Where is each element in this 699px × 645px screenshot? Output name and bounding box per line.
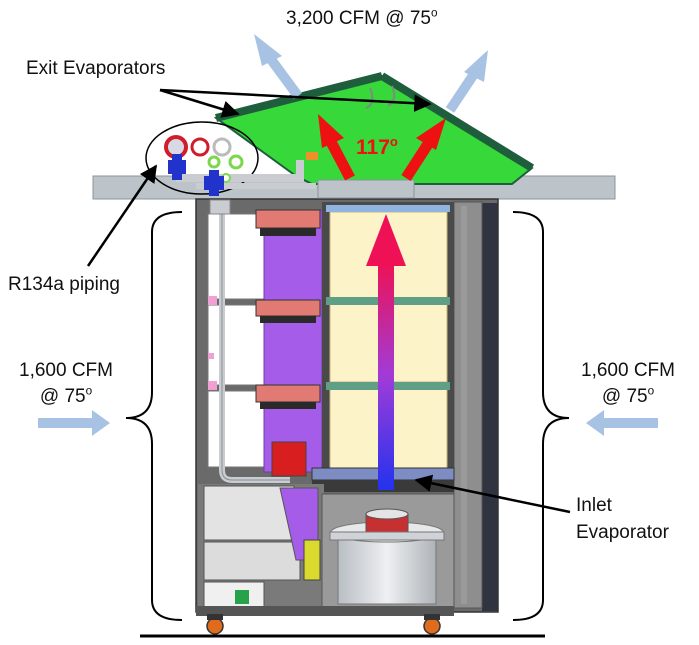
top-airflow-value: 3,200 CFM @ 75 [286, 8, 431, 29]
intake-arrow-left-shaft [38, 418, 94, 428]
server-plate-5 [260, 316, 316, 323]
pipe-fitting-grey [212, 137, 232, 157]
wheel-mount-left [207, 614, 223, 620]
red-arrow-right-head [416, 118, 446, 150]
top-airflow-degree: o [430, 6, 438, 20]
hot-air-temp-value: 117 [356, 136, 390, 159]
pipe-fitting-green-2 [228, 154, 244, 170]
orange-marker [306, 152, 318, 160]
yellow-block [303, 539, 321, 581]
lower-box-1 [203, 485, 295, 541]
hot-air-temp-label: 117o [356, 134, 398, 160]
exhaust-arrow-left-shaft [265, 55, 303, 99]
left-intake-temp-line: @ 75o [4, 384, 128, 410]
intake-arrow-left-head [92, 410, 110, 436]
red-block [271, 441, 307, 477]
lower-box-2 [203, 541, 301, 581]
server-bay-1 [207, 213, 265, 300]
rack-front-rail [453, 201, 483, 609]
pipe-fitting-green-1 [207, 155, 221, 169]
server-plate-2 [255, 299, 321, 317]
right-intake-flow: 1,600 CFM [581, 360, 675, 381]
exit-evaporator-roof [213, 74, 534, 185]
server-plate-1 [255, 209, 321, 229]
piping-elbow [209, 199, 231, 215]
right-intake-temp: @ 75 [601, 386, 648, 407]
right-intake-degree: o [647, 384, 655, 398]
panel-top-band [326, 205, 450, 212]
red-arrow-left-shaft [325, 137, 355, 181]
wheel-left [206, 617, 224, 635]
server-bay-2 [207, 304, 265, 386]
pointer-piping [86, 164, 158, 267]
right-intake-label: 1,600 CFM @ 75o [566, 358, 690, 410]
piping-vertical-edge [221, 200, 290, 481]
pink-tab-2 [208, 381, 217, 390]
inlet-evaporator-line2: Evaporator [576, 522, 669, 543]
rack-base [196, 606, 454, 616]
left-intake-flow: 1,600 CFM [19, 360, 113, 381]
roof-right-edge [379, 72, 535, 172]
top-airflow-label: 3,200 CFM @ 75o [286, 6, 438, 30]
left-intake-temp: @ 75 [39, 386, 86, 407]
rising-air-head [366, 214, 406, 266]
inlet-evaporator-label: Inlet Evaporator [576, 492, 669, 546]
left-intake-label: 1,600 CFM @ 75o [4, 358, 128, 410]
pipe-valve-blue-2b [209, 170, 219, 196]
left-intake-degree: o [85, 384, 93, 398]
fan-body [337, 539, 437, 605]
roof-vent [317, 179, 415, 199]
server-bay-3 [207, 390, 265, 468]
red-arrow-left-head [318, 114, 344, 148]
right-brace [512, 211, 570, 621]
r134a-piping-label: R134a piping [8, 274, 120, 295]
intake-arrow-right-shaft [602, 418, 658, 428]
fan-ring [329, 531, 445, 541]
wheel-mount-right [424, 614, 440, 620]
wheel-right [423, 617, 441, 635]
hot-air-temp-degree: o [389, 134, 398, 149]
piping-highlight-ellipse [145, 121, 259, 195]
left-brace [125, 211, 183, 621]
exhaust-arrow-left-head [254, 34, 282, 66]
right-intake-temp-line: @ 75o [566, 384, 690, 410]
pipe-fitting-red-2 [190, 137, 210, 157]
exit-evaporators-label: Exit Evaporators [26, 58, 166, 79]
pink-tab-3 [208, 353, 214, 359]
pointer-exit-evap-left [159, 88, 240, 118]
server-plate-4 [260, 228, 316, 236]
exhaust-arrow-right-shaft [445, 71, 479, 113]
lower-green-tag [235, 590, 249, 604]
rack-rear-door [482, 203, 498, 611]
rising-air-shaft [378, 262, 394, 490]
exhaust-arrow-right-head [464, 50, 488, 82]
pointer-exit-evap-right [159, 88, 432, 112]
rack-inner-rail [461, 206, 467, 604]
lower-box-3 [203, 581, 265, 611]
pointer-inlet-evap [414, 474, 571, 514]
server-column-purple [263, 209, 323, 473]
pipe-valve-blue-1b [172, 154, 182, 180]
red-arrow-right-shaft [401, 141, 433, 181]
fan-hub-top [365, 508, 409, 520]
intake-arrow-right-head [586, 410, 604, 436]
server-plate-6 [260, 402, 316, 409]
server-plate-3 [255, 384, 321, 403]
pink-tab-1 [208, 296, 217, 305]
inlet-evaporator-line1: Inlet [576, 495, 612, 516]
